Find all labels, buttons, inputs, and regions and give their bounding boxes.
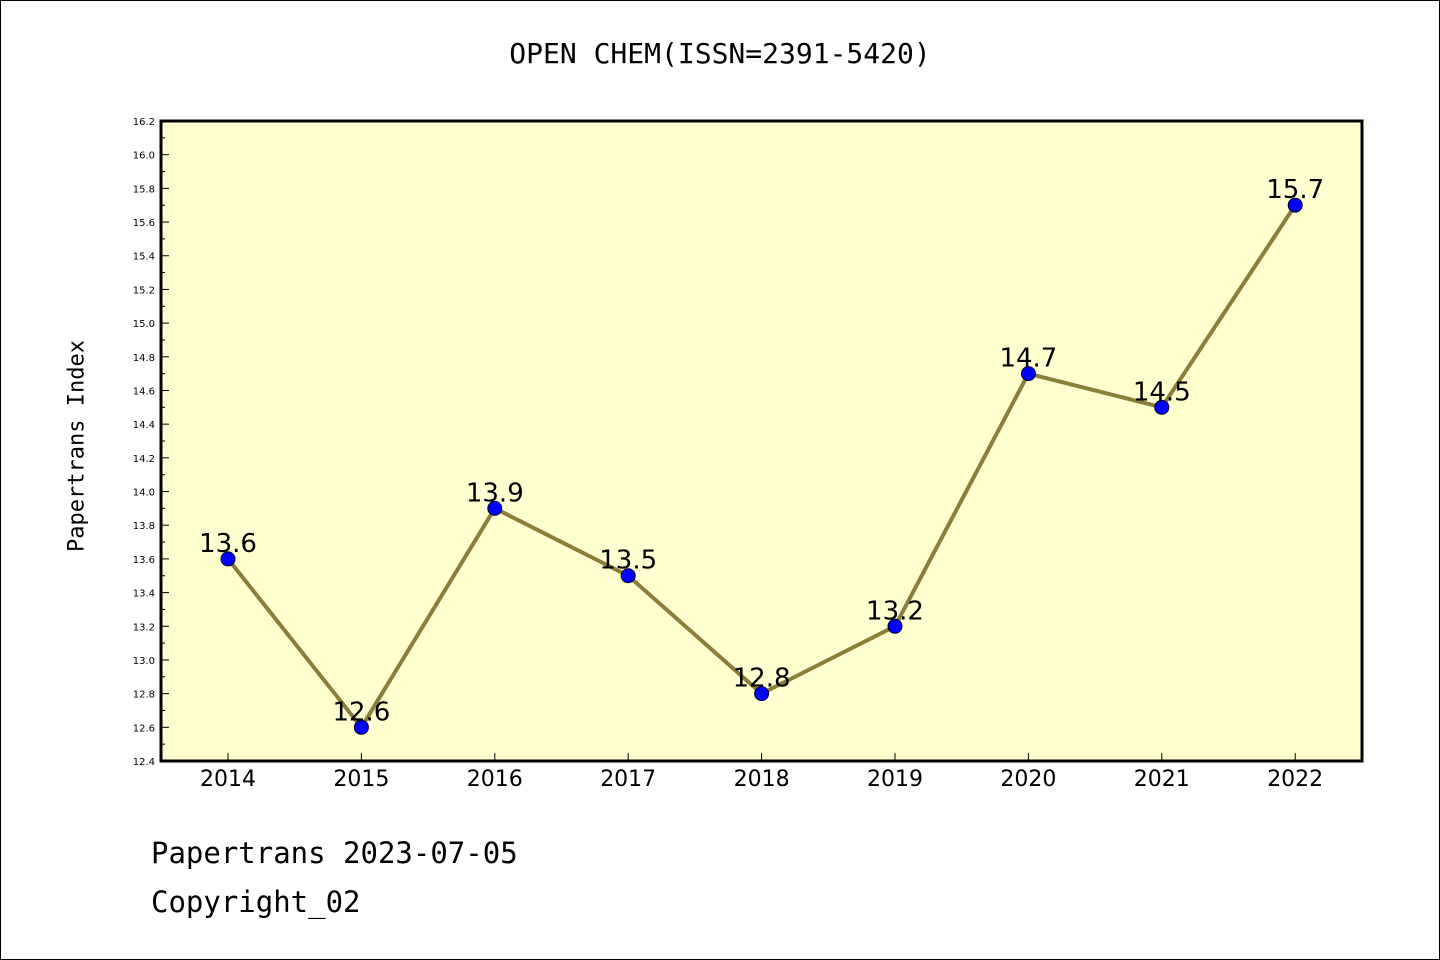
data-point	[1287, 197, 1303, 213]
y-tick-label: 12.4	[133, 757, 155, 768]
x-tick-label: 2019	[867, 767, 923, 792]
data-label: 13.6	[199, 529, 257, 559]
data-point	[887, 618, 903, 634]
x-tick-label: 2022	[1267, 767, 1323, 792]
y-tick-label: 16.0	[133, 151, 155, 162]
y-tick-label: 13.0	[133, 656, 155, 667]
y-tick-label: 12.6	[133, 723, 155, 734]
y-tick-label: 12.8	[133, 690, 155, 701]
data-label: 13.9	[466, 478, 524, 508]
y-tick-label: 15.4	[133, 252, 155, 263]
x-tick-label: 2021	[1134, 767, 1190, 792]
y-tick-label: 14.6	[133, 386, 155, 397]
footer-date-text: Papertrans 2023-07-05	[151, 836, 518, 870]
y-tick-label: 15.0	[133, 319, 155, 330]
data-point	[220, 551, 236, 567]
data-point	[487, 500, 503, 516]
x-tick-label: 2018	[734, 767, 790, 792]
plot-frame	[159, 119, 1364, 763]
data-point	[353, 719, 369, 735]
y-tick-label: 13.2	[133, 622, 155, 633]
data-label: 12.6	[332, 697, 390, 727]
y-tick-label: 14.0	[133, 488, 155, 499]
y-tick-label: 15.2	[133, 285, 155, 296]
data-point	[1020, 366, 1036, 382]
data-point	[1154, 399, 1170, 415]
data-label: 13.2	[866, 596, 924, 626]
y-tick-label: 15.8	[133, 184, 155, 195]
chart-title: OPEN CHEM(ISSN=2391-5420)	[509, 37, 931, 70]
data-label: 14.5	[1133, 377, 1191, 407]
footer-copyright-text: Copyright_02	[151, 885, 361, 919]
y-tick-label: 15.6	[133, 218, 155, 229]
data-point	[620, 568, 636, 584]
y-tick-label: 13.4	[133, 589, 155, 600]
x-tick-label: 2014	[200, 767, 256, 792]
x-tick-label: 2020	[1000, 767, 1056, 792]
x-tick-label: 2015	[333, 767, 389, 792]
data-label: 13.5	[599, 546, 657, 576]
x-tick-label: 2016	[467, 767, 523, 792]
y-tick-label: 14.8	[133, 353, 155, 364]
x-tick-label: 2017	[600, 767, 656, 792]
y-tick-label: 14.2	[133, 454, 155, 465]
data-point	[754, 686, 770, 702]
data-label: 15.7	[1266, 175, 1324, 205]
data-label: 14.7	[999, 344, 1057, 374]
y-tick-label: 13.8	[133, 521, 155, 532]
data-label: 12.8	[733, 664, 791, 694]
y-tick-label: 14.4	[133, 420, 155, 431]
plot-area	[161, 121, 1362, 761]
y-tick-label: 13.6	[133, 555, 155, 566]
y-tick-label: 16.2	[133, 117, 155, 128]
